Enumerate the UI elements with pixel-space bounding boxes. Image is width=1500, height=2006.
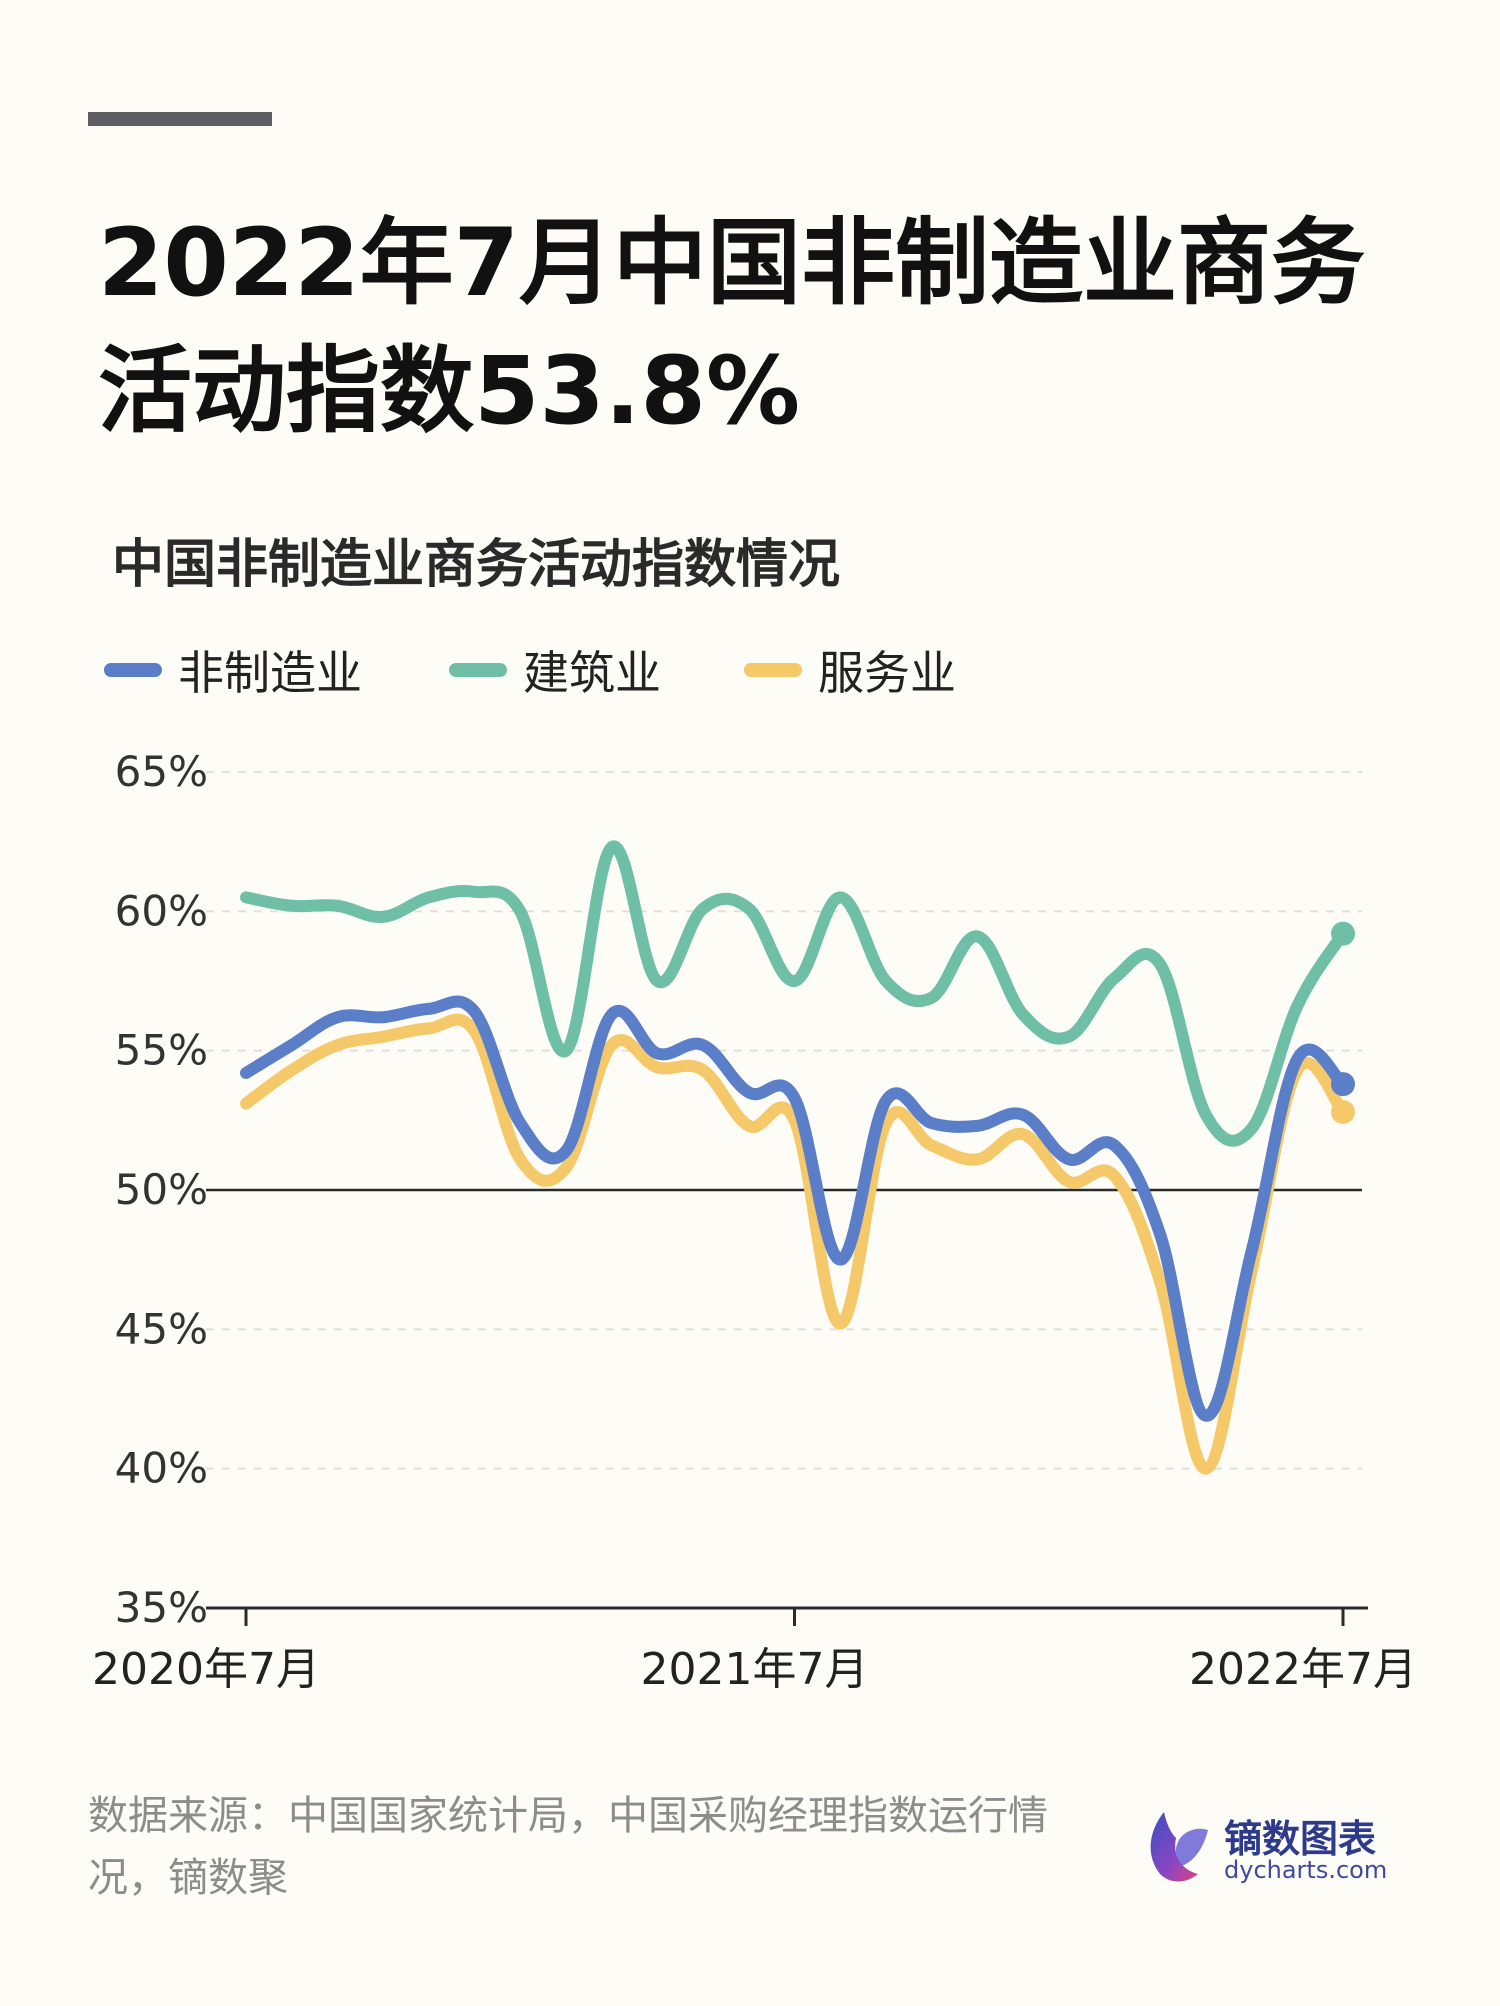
legend-label-construction: 建筑业 xyxy=(523,646,661,700)
end-point-services xyxy=(1331,1099,1355,1124)
top-accent-bar xyxy=(88,112,272,126)
y-tick-label: 65% xyxy=(115,747,208,796)
chart-title: 中国非制造业商务活动指数情况 xyxy=(112,535,841,595)
legend-swatch-nonmanufacturing xyxy=(104,663,162,677)
y-tick-label: 55% xyxy=(115,1026,208,1075)
y-tick-label: 60% xyxy=(115,886,208,935)
legend-label-services: 服务业 xyxy=(818,646,956,700)
x-tick-label: 2022年7月 xyxy=(1189,1644,1417,1695)
legend-swatch-services xyxy=(744,663,802,677)
butterfly-logo-icon xyxy=(1150,1812,1208,1882)
x-tick-label: 2020年7月 xyxy=(92,1644,320,1695)
line-chart: 65% 60% 55% 50% 45% 40% 35% 2020年7月 2021年7月 2022年… xyxy=(92,747,1417,1695)
end-point-construction xyxy=(1331,921,1355,946)
logo-url: dycharts.com xyxy=(1224,1856,1388,1884)
brand-logo: 镝数图表 dycharts.com xyxy=(1142,1808,1402,1888)
legend-item-nonmanufacturing: 非制造业 xyxy=(104,640,362,700)
legend-label-nonmanufacturing: 非制造业 xyxy=(178,646,362,700)
end-point-nonmanufacturing xyxy=(1331,1072,1355,1097)
series-line-services xyxy=(240,1013,1349,1475)
legend-item-construction: 建筑业 xyxy=(449,640,661,700)
legend-swatch-construction xyxy=(449,663,507,677)
y-tick-label: 40% xyxy=(115,1444,208,1493)
legend-item-services: 服务业 xyxy=(744,640,956,700)
series-line-construction xyxy=(240,840,1349,1147)
page-title: 2022年7月中国非制造业商务活动指数53.8% xyxy=(98,209,1366,446)
series-line-nonmanufacturing xyxy=(240,995,1349,1422)
source-note: 数据来源：中国国家统计局，中国采购经理指数运行情况，镝数聚 xyxy=(88,1793,1048,1901)
y-tick-label: 50% xyxy=(115,1165,208,1214)
x-tick-label: 2021年7月 xyxy=(641,1644,869,1695)
logo-name: 镝数图表 xyxy=(1224,1816,1377,1861)
y-tick-label: 45% xyxy=(115,1304,208,1353)
y-tick-label: 35% xyxy=(115,1583,208,1632)
